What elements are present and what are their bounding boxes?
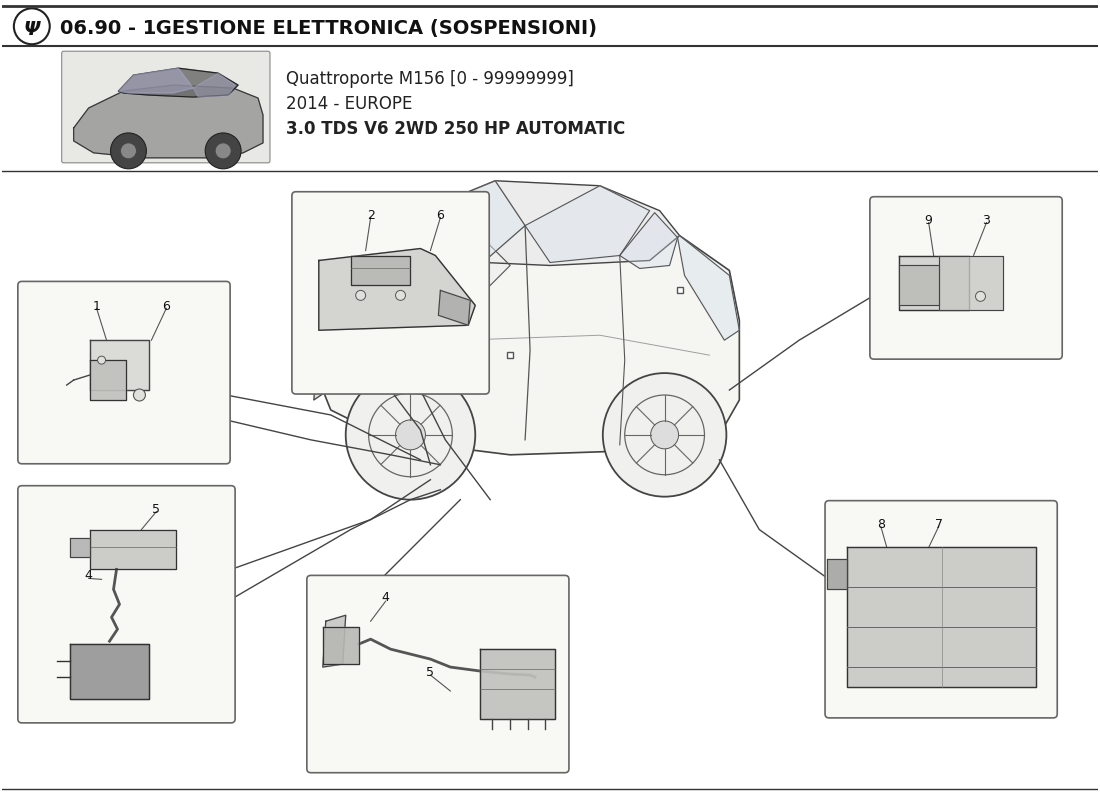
Polygon shape [69,644,150,699]
Polygon shape [619,213,678,269]
Text: 7: 7 [935,518,943,530]
Text: 1: 1 [92,300,100,314]
Text: 5: 5 [153,502,161,516]
Circle shape [396,290,406,300]
Polygon shape [847,547,1036,687]
Circle shape [98,356,106,364]
Polygon shape [386,181,525,261]
FancyBboxPatch shape [62,51,270,163]
Polygon shape [89,340,150,390]
Polygon shape [119,68,238,97]
Text: 2014 - EUROPE: 2014 - EUROPE [286,95,412,113]
Text: 6: 6 [437,209,444,222]
Polygon shape [119,68,194,93]
Polygon shape [678,235,739,340]
Polygon shape [351,255,410,286]
Polygon shape [333,310,371,355]
Text: 4: 4 [382,591,389,604]
Text: 3: 3 [982,214,990,226]
Text: 5: 5 [427,666,434,679]
Polygon shape [69,538,89,558]
FancyBboxPatch shape [825,501,1057,718]
Text: GESTIONE ELETTRONICA (SOSPENSIONI): GESTIONE ELETTRONICA (SOSPENSIONI) [150,18,597,38]
Polygon shape [311,221,739,455]
FancyBboxPatch shape [307,575,569,773]
Polygon shape [378,269,393,281]
Circle shape [355,290,365,300]
Text: Ψ: Ψ [23,20,40,38]
Text: 4: 4 [85,570,92,582]
FancyBboxPatch shape [870,197,1063,359]
Polygon shape [322,627,359,664]
Polygon shape [89,530,176,570]
Circle shape [206,133,241,169]
Circle shape [345,370,475,500]
Text: 3.0 TDS V6 2WD 250 HP AUTOMATIC: 3.0 TDS V6 2WD 250 HP AUTOMATIC [286,120,625,138]
Polygon shape [899,255,968,310]
Text: 2: 2 [366,209,375,222]
Circle shape [976,291,986,302]
FancyBboxPatch shape [18,486,235,723]
Circle shape [216,143,231,159]
Polygon shape [386,181,680,266]
Polygon shape [481,649,556,719]
FancyBboxPatch shape [18,282,230,464]
Text: 9: 9 [925,214,933,226]
Circle shape [133,389,145,401]
Polygon shape [827,559,847,590]
Text: 8: 8 [877,518,884,530]
Polygon shape [311,226,510,360]
Polygon shape [74,85,263,158]
Polygon shape [322,615,345,667]
Circle shape [650,421,679,449]
Polygon shape [439,290,471,326]
Circle shape [603,373,726,497]
Polygon shape [314,355,341,400]
Circle shape [396,420,426,450]
Circle shape [121,143,136,159]
Text: 06.90 - 1: 06.90 - 1 [59,18,156,38]
Polygon shape [525,186,650,262]
Text: Quattroporte M156 [0 - 99999999]: Quattroporte M156 [0 - 99999999] [286,70,574,88]
Text: 6: 6 [163,300,170,314]
Circle shape [110,133,146,169]
FancyBboxPatch shape [292,192,490,394]
Polygon shape [899,266,938,306]
Polygon shape [319,249,475,330]
Polygon shape [194,73,235,97]
Polygon shape [89,360,127,400]
Polygon shape [938,255,1003,310]
